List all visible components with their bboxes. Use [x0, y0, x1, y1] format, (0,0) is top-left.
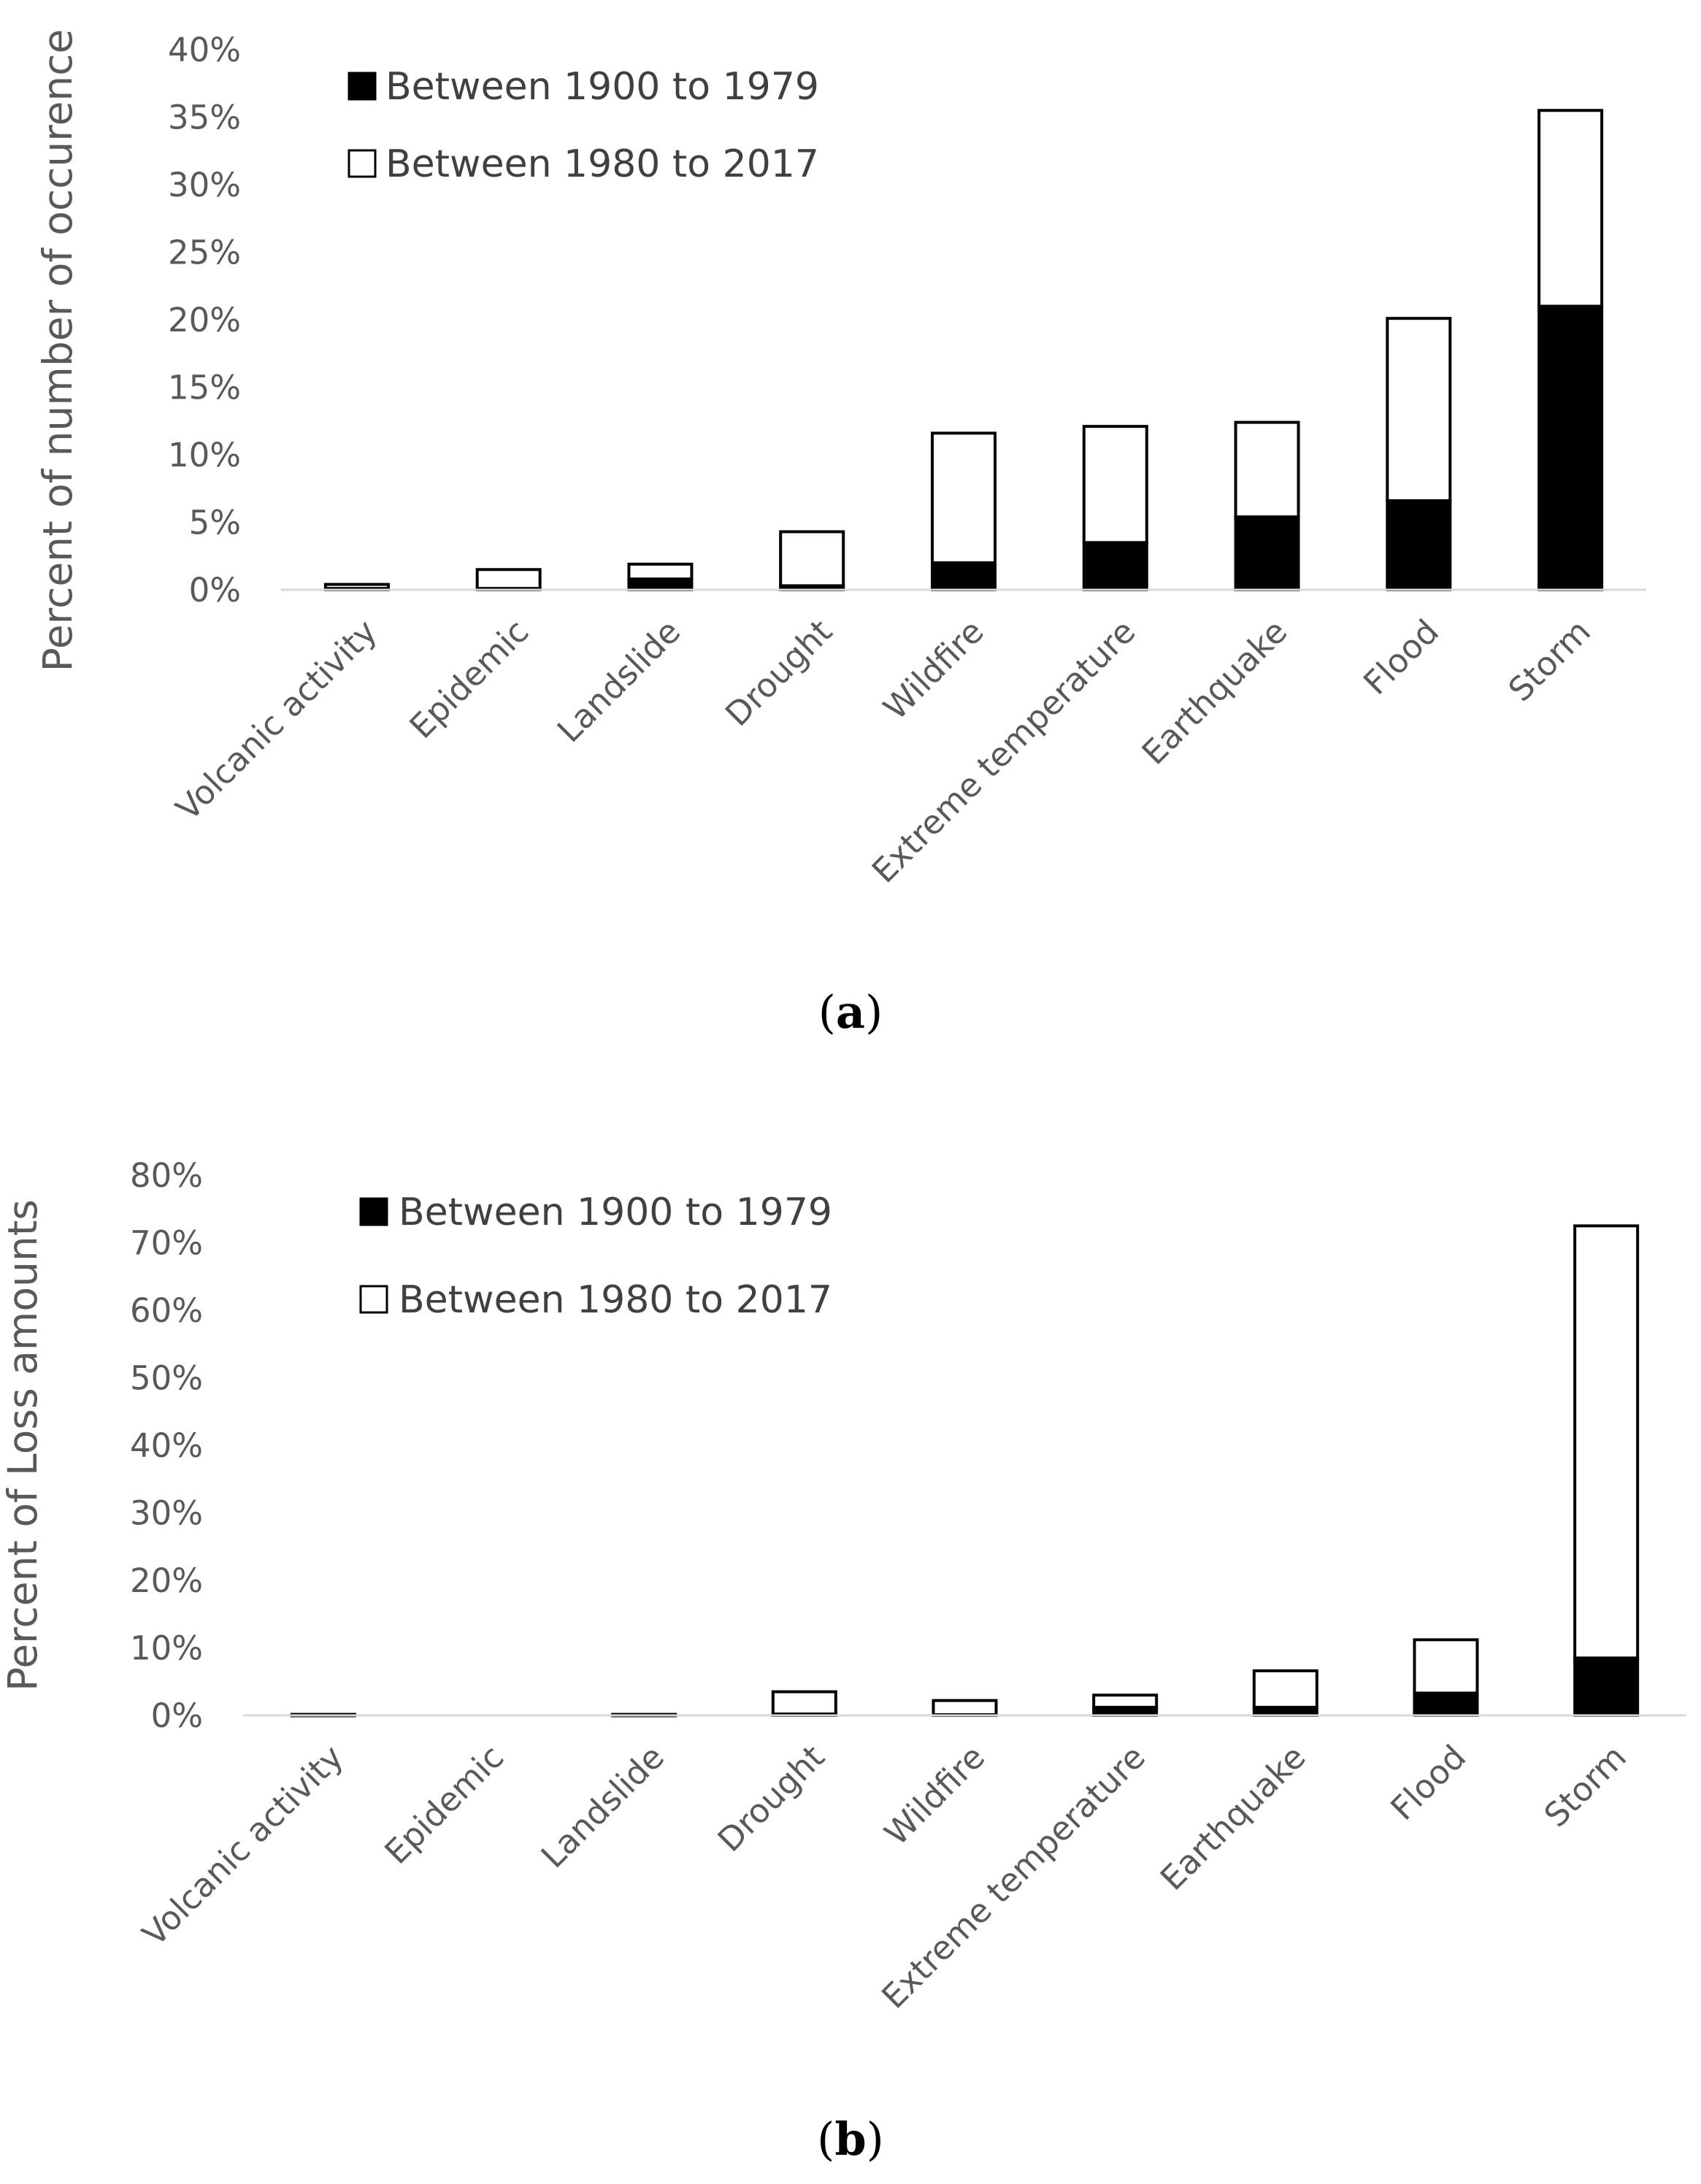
bar-late-storm [1573, 1224, 1640, 1660]
legend-swatch [348, 72, 377, 101]
y-axis-title: Percent of number of occurence [34, 29, 81, 672]
y-axis-title: Percent of Loss amounts [0, 1199, 46, 1691]
bar-late-flood [1413, 1638, 1479, 1695]
bar-late-extreme-temperature [1082, 425, 1148, 545]
panel-label: (b) [817, 2112, 884, 2166]
y-tick-label: 10% [130, 1629, 203, 1668]
y-tick-label: 30% [168, 166, 241, 204]
y-tick-label: 80% [130, 1156, 203, 1195]
legend-label: Between 1900 to 1979 [399, 1191, 832, 1234]
legend-label: Between 1980 to 2017 [399, 1278, 832, 1322]
bar-late-storm [1537, 109, 1604, 308]
bar-early-wildfire [931, 561, 997, 591]
bar-early-extreme-temperature [1082, 541, 1148, 591]
bar-late-flood [1386, 317, 1452, 502]
bar-early-landslide [627, 577, 694, 592]
y-tick-label: 10% [168, 436, 241, 474]
y-tick-label: 5% [189, 504, 241, 542]
legend-label: Between 1900 to 1979 [385, 65, 819, 109]
y-tick-label: 40% [130, 1426, 203, 1465]
y-tick-label: 0% [189, 571, 241, 610]
y-tick-label: 20% [168, 301, 241, 339]
y-tick-label: 30% [130, 1494, 203, 1533]
y-tick-label: 60% [130, 1291, 203, 1330]
bar-late-epidemic [475, 568, 542, 591]
y-tick-label: 0% [151, 1696, 203, 1735]
y-tick-label: 40% [168, 31, 241, 69]
y-tick-label: 50% [130, 1359, 203, 1398]
legend-label: Between 1980 to 2017 [385, 142, 819, 186]
legend-swatch [359, 1285, 388, 1314]
legend-swatch [348, 149, 377, 178]
bar-late-wildfire [931, 431, 997, 565]
y-tick-label: 35% [168, 99, 241, 137]
bar-early-earthquake [1234, 515, 1300, 591]
y-tick-label: 70% [130, 1224, 203, 1263]
bar-late-wildfire [932, 1699, 998, 1717]
bar-late-volcanic-activity [323, 582, 390, 591]
legend-swatch [359, 1197, 388, 1226]
y-tick-label: 25% [168, 234, 241, 272]
bar-late-extreme-temperature [1092, 1693, 1159, 1709]
bar-early-storm [1573, 1656, 1640, 1717]
bar-early-storm [1537, 304, 1604, 591]
bar-early-flood [1413, 1691, 1479, 1718]
panel-label: (a) [818, 985, 883, 1039]
bar-late-earthquake [1252, 1669, 1318, 1709]
y-tick-label: 20% [130, 1561, 203, 1600]
y-tick-label: 15% [168, 369, 241, 407]
bar-early-flood [1386, 499, 1452, 592]
bar-late-drought [779, 530, 845, 588]
bar-late-earthquake [1234, 420, 1300, 519]
bar-late-drought [771, 1690, 837, 1716]
bar-late-landslide [627, 562, 694, 581]
